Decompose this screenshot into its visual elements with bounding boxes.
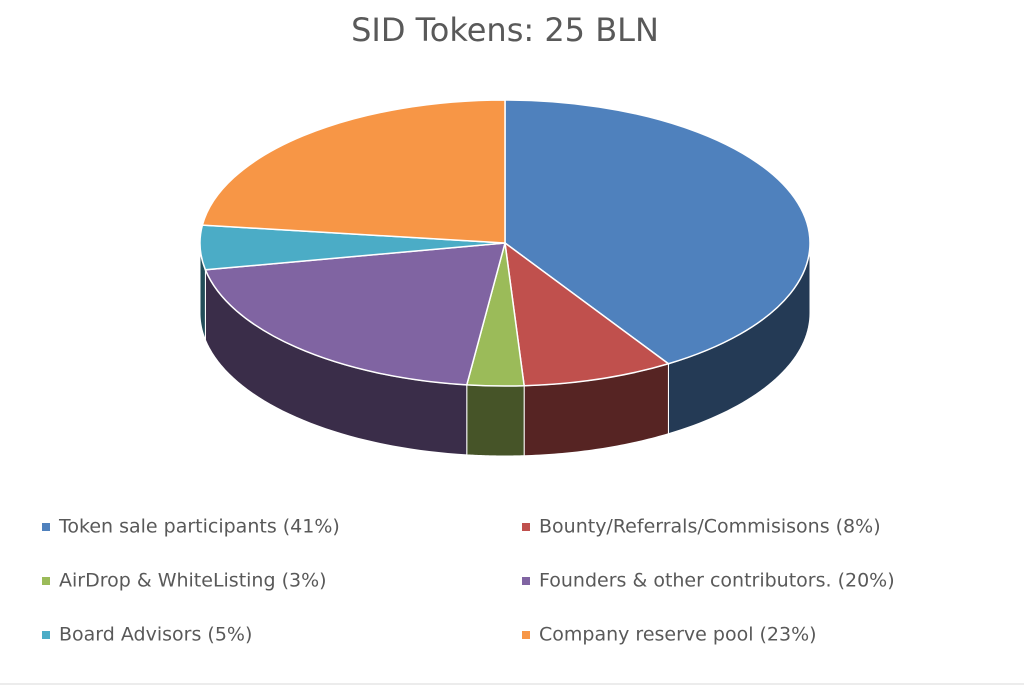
legend-swatch [42,523,50,531]
slice [201,99,506,244]
legend-label: Company reserve pool (23%) [539,624,817,646]
legend-swatch [522,577,530,585]
legend-label: Founders & other contributors. (20%) [539,570,895,592]
legend-swatch [42,631,50,639]
legend-swatch [42,577,50,585]
legend-label: Board Advisors (5%) [59,624,252,646]
chart-title: SID Tokens: 25 BLN [351,11,659,49]
legend-label: AirDrop & WhiteListing (3%) [59,570,327,592]
slice-side [466,384,525,457]
legend-swatch [522,631,530,639]
slice [204,242,507,386]
slice [504,99,811,365]
legend-swatch [522,523,530,531]
legend-label: Bounty/Referrals/Commisisons (8%) [539,516,881,538]
legend-label: Token sale participants (41%) [58,516,340,538]
slice [504,241,671,387]
